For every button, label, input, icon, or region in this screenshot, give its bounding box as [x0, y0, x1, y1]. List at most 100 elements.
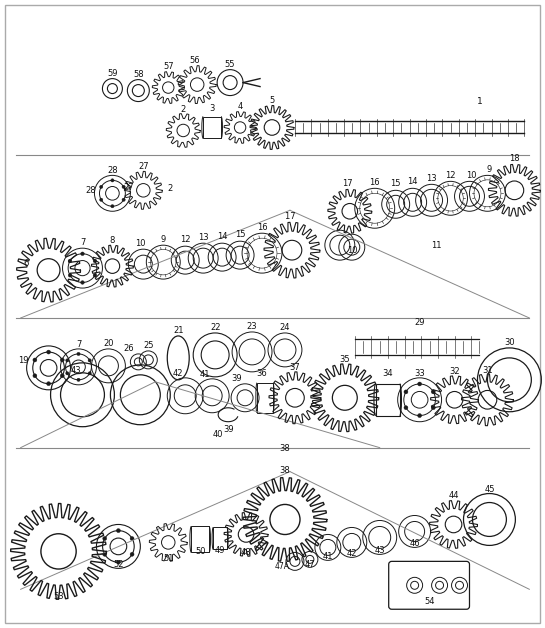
Circle shape	[46, 382, 51, 386]
Text: 17: 17	[286, 212, 299, 221]
Text: 48: 48	[241, 548, 251, 558]
Text: 36: 36	[257, 369, 268, 378]
Circle shape	[81, 281, 84, 284]
Text: 32: 32	[449, 367, 460, 376]
Text: 12: 12	[180, 235, 190, 244]
Text: 15: 15	[235, 230, 245, 239]
Circle shape	[117, 529, 120, 533]
Circle shape	[417, 414, 422, 418]
Text: 5: 5	[269, 95, 275, 104]
Text: 26: 26	[123, 344, 134, 353]
Bar	[191, 526, 209, 553]
Circle shape	[68, 274, 72, 277]
Text: 18: 18	[509, 154, 520, 163]
Circle shape	[66, 372, 69, 375]
Text: 49: 49	[215, 546, 226, 555]
Text: 14: 14	[217, 232, 227, 241]
Circle shape	[130, 553, 134, 556]
Circle shape	[111, 179, 114, 182]
Text: 50: 50	[195, 548, 205, 556]
Text: 28: 28	[85, 187, 96, 195]
Text: 44: 44	[449, 490, 459, 499]
Circle shape	[417, 382, 422, 386]
Circle shape	[93, 274, 96, 277]
Text: 39: 39	[223, 425, 233, 434]
Text: 58: 58	[133, 70, 144, 78]
Text: 34: 34	[383, 369, 393, 378]
Text: 16: 16	[370, 178, 380, 187]
Circle shape	[81, 252, 84, 256]
Text: 22: 22	[210, 323, 220, 332]
Text: 3: 3	[209, 104, 215, 112]
Text: 17: 17	[342, 180, 353, 188]
Text: 30: 30	[504, 338, 514, 347]
Text: 28: 28	[107, 166, 118, 175]
Circle shape	[111, 205, 114, 208]
Text: 10: 10	[135, 239, 146, 248]
Circle shape	[431, 390, 435, 394]
Text: 38: 38	[280, 465, 290, 475]
Text: 46: 46	[409, 539, 420, 548]
Text: 33: 33	[414, 369, 425, 378]
Text: 31: 31	[482, 366, 493, 375]
Circle shape	[93, 259, 96, 263]
Circle shape	[100, 198, 103, 202]
Circle shape	[103, 553, 107, 556]
Circle shape	[77, 352, 80, 355]
Text: 57: 57	[163, 62, 173, 70]
Circle shape	[431, 406, 435, 409]
Text: 2: 2	[168, 184, 173, 193]
Text: 8: 8	[110, 236, 115, 245]
Text: 41: 41	[323, 553, 333, 561]
Text: 23: 23	[247, 322, 257, 331]
Text: 45: 45	[484, 485, 495, 494]
Text: 11: 11	[431, 241, 442, 250]
Text: 9: 9	[161, 235, 166, 244]
Bar	[257, 383, 273, 413]
Text: 2: 2	[180, 104, 186, 114]
Text: 20: 20	[103, 339, 114, 348]
Bar	[203, 117, 221, 138]
Text: 53: 53	[53, 592, 64, 601]
Circle shape	[46, 350, 51, 354]
Circle shape	[404, 390, 408, 394]
Circle shape	[33, 374, 37, 377]
Text: 42: 42	[173, 369, 184, 378]
Text: 27: 27	[138, 163, 149, 171]
Circle shape	[404, 406, 408, 409]
Text: 7: 7	[76, 340, 81, 349]
Text: 47: 47	[305, 560, 315, 570]
Text: 15: 15	[390, 180, 401, 188]
Text: 40: 40	[213, 430, 223, 439]
Text: 12: 12	[445, 171, 456, 180]
Circle shape	[68, 259, 72, 263]
Text: 4: 4	[238, 102, 243, 111]
Text: 52: 52	[113, 560, 124, 570]
Bar	[376, 384, 399, 416]
Text: 21: 21	[173, 326, 184, 335]
Text: 10: 10	[348, 246, 358, 255]
Text: 43: 43	[70, 366, 81, 375]
Text: 35: 35	[340, 355, 350, 364]
Circle shape	[103, 536, 107, 541]
Circle shape	[66, 359, 69, 362]
Circle shape	[77, 378, 80, 381]
Circle shape	[130, 536, 134, 541]
Circle shape	[122, 185, 125, 188]
Circle shape	[122, 198, 125, 202]
Text: 13: 13	[426, 175, 437, 183]
Text: 55: 55	[225, 60, 235, 68]
Text: 59: 59	[107, 68, 118, 78]
Circle shape	[100, 185, 103, 188]
Text: 6: 6	[23, 259, 29, 268]
Text: 37: 37	[289, 363, 300, 372]
Text: 42: 42	[347, 550, 357, 558]
Text: 10: 10	[466, 171, 477, 180]
Text: 38: 38	[280, 443, 290, 453]
Circle shape	[117, 560, 120, 564]
Text: 14: 14	[408, 177, 418, 187]
Text: 51: 51	[163, 555, 173, 563]
Text: 13: 13	[198, 233, 209, 242]
Text: 1: 1	[476, 97, 482, 106]
Text: 41: 41	[200, 370, 210, 379]
